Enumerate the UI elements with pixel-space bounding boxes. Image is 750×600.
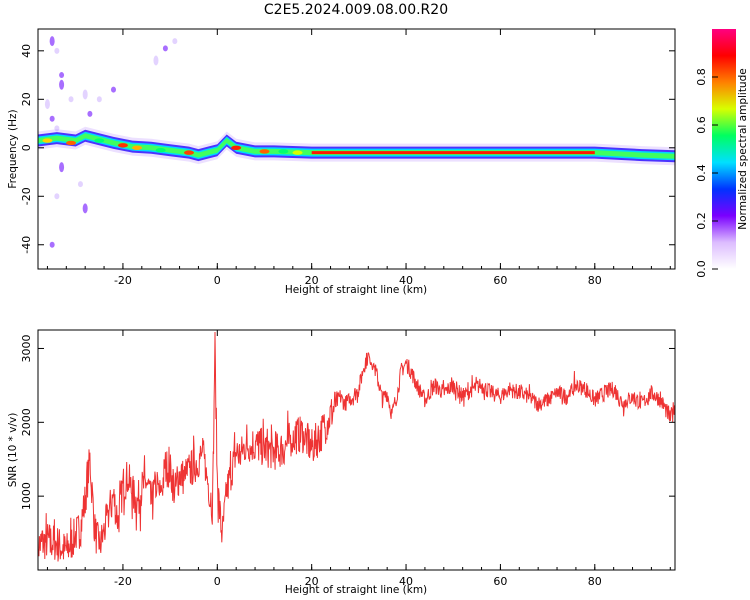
spectrogram-noise-speckle	[77, 181, 83, 188]
colorbar-gradient	[712, 29, 736, 269]
spectrogram-noise-speckle	[68, 96, 74, 103]
spectrogram-noise-speckle	[54, 193, 60, 200]
spectrogram-noise-speckle	[54, 47, 60, 54]
spectrogram-peak-blob	[292, 150, 303, 155]
spectrogram-noise-speckle	[54, 125, 60, 132]
spectrogram-noise-speckle	[110, 86, 116, 93]
snr-x-tick-label: 80	[588, 575, 602, 588]
spectrogram-noise-speckle	[49, 36, 55, 47]
spectrogram-noise-speckle	[82, 89, 88, 100]
colorbar-tick-label: 0.4	[695, 164, 708, 182]
snr-x-tick-label: -20	[114, 575, 132, 588]
colorbar-tick-label: 0.2	[695, 212, 708, 230]
snr-ticks: -20 0 20 40 60 80 1000 2000 3000	[20, 330, 675, 588]
spectrogram-noise-speckle	[59, 72, 65, 79]
spectrogram-y-tick-label: -20	[20, 187, 33, 205]
spectrogram-ticks: -20 0 20 40 60 80 -40 -20 0 20 40	[20, 29, 675, 287]
snr-x-tick-label: 60	[493, 575, 507, 588]
spectrogram-x-tick-label: 80	[588, 274, 602, 287]
spectrogram-noise-speckle	[59, 79, 65, 90]
spectrogram-y-tick-label: -40	[20, 236, 33, 254]
spectrogram-x-tick-label: 40	[399, 274, 413, 287]
spectrogram-peak-blob	[117, 143, 128, 148]
spectrogram-x-tick-label: 20	[305, 274, 319, 287]
spectrogram-y-label: Frequency (Hz)	[7, 109, 19, 188]
snr-y-tick-label: 1000	[20, 482, 33, 510]
spectrogram-y-tick-label: 40	[20, 44, 33, 58]
snr-y-tick-label: 2000	[20, 408, 33, 436]
spectrogram-frame	[37, 28, 676, 270]
spectrogram-panel: -20 0 20 40 60 80 -40 -20 0 20 40 Height of straig…	[7, 28, 676, 296]
snr-series-line	[37, 331, 676, 562]
snr-y-tick-label: 3000	[20, 334, 33, 362]
spectrogram-noise-speckle	[82, 203, 88, 214]
spectrogram-marks	[38, 36, 675, 248]
spectrogram-peak-blob	[231, 145, 242, 150]
spectrogram-noise-speckle	[49, 115, 55, 122]
spectrogram-peak-blob	[183, 150, 194, 155]
figure-title: C2E5.2024.009.08.00.R20	[264, 2, 448, 18]
spectrogram-y-tick-label: 20	[20, 92, 33, 106]
colorbar-tick-label: 0.8	[695, 68, 708, 86]
spectrogram-x-tick-label: 0	[214, 274, 221, 287]
spectrogram-noise-speckle	[59, 162, 65, 173]
colorbar: 0.0 0.2 0.4 0.6 0.8 Normalized spectral ampl…	[695, 29, 749, 278]
spectrogram-peak-blob	[278, 149, 289, 154]
snr-frame	[37, 329, 676, 571]
colorbar-ticks: 0.0 0.2 0.4 0.6 0.8	[695, 68, 718, 278]
snr-y-label: SNR (10 * v/v)	[7, 413, 19, 488]
spectrogram-x-tick-label: 60	[493, 274, 507, 287]
spectrogram-noise-speckle	[172, 38, 178, 45]
colorbar-tick-label: 0.0	[695, 260, 708, 278]
snr-x-tick-label: 0	[214, 575, 221, 588]
spectrogram-peak-blob	[259, 149, 270, 154]
snr-panel: -20 0 20 40 60 80 1000 2000 3000 Height of strai…	[7, 329, 676, 596]
spectrogram-peak-blob	[132, 145, 143, 150]
snr-x-label: Height of straight line (km)	[285, 584, 427, 596]
spectrogram-peak-blob	[42, 138, 53, 143]
spectrogram-noise-speckle	[44, 99, 50, 110]
spectrogram-noise-speckle	[87, 110, 93, 117]
spectrogram-peak-blob	[94, 138, 105, 143]
spectrogram-noise-speckle	[162, 45, 168, 52]
spectrogram-noise-speckle	[49, 241, 55, 248]
spectrogram-x-tick-label: -20	[114, 274, 132, 287]
spectrogram-noise-speckle	[96, 96, 102, 103]
spectrogram-x-label: Height of straight line (km)	[285, 284, 427, 296]
spectrogram-peak-blob	[155, 148, 166, 153]
colorbar-label: Normalized spectral amplitude	[737, 68, 749, 229]
spectrogram-peak-blob	[66, 140, 77, 146]
colorbar-tick-label: 0.6	[695, 116, 708, 134]
spectrogram-noise-speckle	[153, 55, 159, 66]
snr-x-tick-label: 20	[305, 575, 319, 588]
spectrogram-y-tick-label: 0	[20, 144, 33, 151]
snr-x-tick-label: 40	[399, 575, 413, 588]
